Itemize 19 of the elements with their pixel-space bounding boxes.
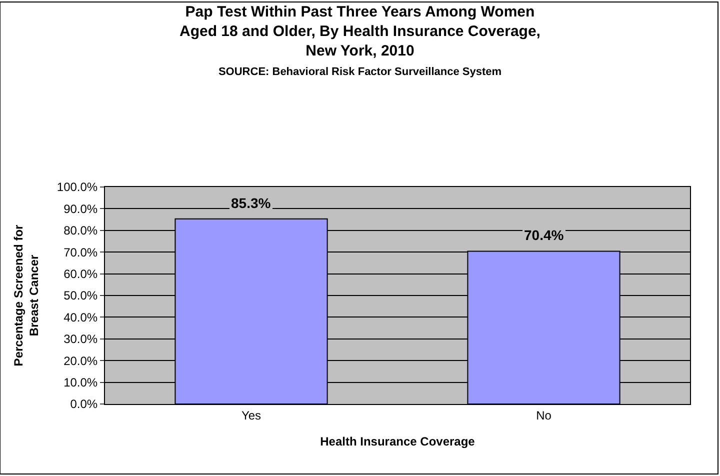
y-tick-label: 90.0%: [64, 202, 98, 216]
data-label: 85.3%: [231, 195, 272, 211]
y-tick-label: 20.0%: [64, 354, 98, 368]
y-tick-label: 50.0%: [64, 288, 98, 303]
y-tick-label: 30.0%: [64, 332, 98, 346]
y-tick-label: 60.0%: [64, 267, 98, 281]
chart-subtitle: SOURCE: Behavioral Risk Factor Surveillance System: [218, 66, 502, 78]
x-tick-label: No: [536, 408, 552, 422]
chart-title: Pap Test Within Past Three Years Among Women Aged 18 and Older, By Health Insurance Coverage, New York, 2010: [180, 4, 540, 60]
y-tick-label: 40.0%: [64, 310, 98, 324]
y-tick-label: 10.0%: [64, 376, 98, 390]
y-axis-title: Percentage Screened for Breast Cancer: [12, 224, 42, 366]
y-tick-label: 80.0%: [64, 224, 98, 238]
y-tick-label: 70.0%: [64, 245, 98, 260]
data-label: 70.4%: [524, 227, 564, 243]
y-tick-label: 100.0%: [56, 180, 98, 194]
x-axis-title: Health Insurance Coverage: [320, 434, 476, 448]
x-tick-label: Yes: [241, 408, 262, 422]
y-tick-label: 0.0%: [70, 397, 98, 412]
